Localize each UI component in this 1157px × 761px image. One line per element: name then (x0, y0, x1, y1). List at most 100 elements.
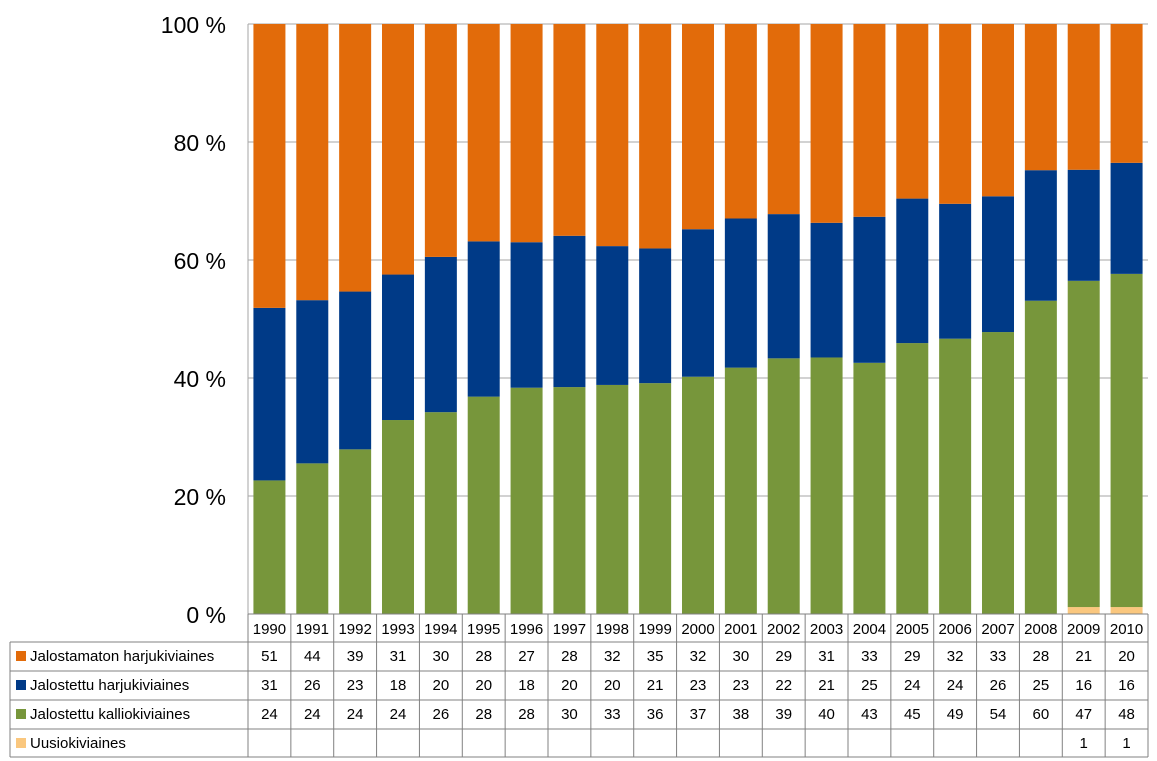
bar-segment-1994-s2 (424, 412, 457, 614)
table-cell-value: 40 (818, 706, 835, 723)
bar-segment-1991-s0 (296, 24, 329, 301)
series-label: Jalostettu harjukiviaines (30, 677, 189, 694)
bar-segment-2000-s1 (682, 229, 714, 377)
table-cell-value: 21 (647, 677, 664, 694)
table-cell-value: 30 (733, 648, 750, 665)
table-cell-value: 39 (775, 706, 792, 723)
table-cell-value: 20 (604, 677, 621, 694)
table-cell-value: 24 (304, 706, 321, 723)
bar-segment-1997-s2 (553, 387, 586, 614)
bar-segment-1992-s2 (339, 449, 372, 614)
bar-segment-1993-s0 (382, 24, 414, 275)
bar-segment-2009-s0 (1067, 24, 1100, 170)
bar-segment-1997-s0 (553, 24, 586, 236)
table-cell-value: 48 (1118, 706, 1135, 723)
bar-segment-2006-s2 (939, 338, 972, 614)
table-cell-value: 39 (347, 648, 364, 665)
data-table: 1990 1991 1992 1993 1994 1995 1996 1997 1998 1999… (9, 613, 1149, 758)
table-cell-value: 32 (604, 648, 621, 665)
table-cell-value: 26 (433, 706, 450, 723)
bar-segment-2000-s2 (682, 376, 714, 614)
table-cell-value: 1 (1122, 735, 1130, 752)
table-cell-value: 21 (818, 677, 835, 694)
bar-segment-1993-s2 (382, 420, 414, 614)
y-tick-label: 0 % (186, 602, 226, 628)
legend-swatch (16, 651, 26, 661)
bar-segment-2010-s2 (1110, 273, 1143, 608)
table-cell-value: 36 (647, 706, 664, 723)
y-tick-label: 100 % (161, 12, 226, 38)
bar-segment-1996-s0 (510, 24, 543, 243)
bar-segment-2009-s3 (1067, 607, 1100, 614)
bar-segment-2010-s3 (1110, 607, 1143, 614)
table-cell-value: 25 (861, 677, 878, 694)
year-label: 2008 (1024, 621, 1057, 638)
table-cell-value: 1 (1080, 735, 1088, 752)
bar-segment-1994-s1 (424, 256, 457, 413)
table-cell-value: 24 (390, 706, 407, 723)
bar-segment-2001-s2 (724, 367, 757, 614)
bar-segment-1999-s2 (639, 383, 672, 614)
table-cell-value: 20 (561, 677, 578, 694)
year-label: 1995 (467, 621, 500, 638)
bar-segment-2008-s0 (1024, 24, 1057, 171)
bar-segment-1995-s1 (467, 241, 500, 397)
year-label: 1991 (296, 621, 329, 638)
table-cell-value: 20 (433, 677, 450, 694)
table-cell-value: 31 (390, 648, 407, 665)
legend-swatch (16, 738, 26, 748)
bar-segment-1998-s2 (596, 384, 629, 614)
table-cell-value: 27 (518, 648, 535, 665)
table-cell-value: 31 (261, 677, 278, 694)
table-cell-value: 32 (690, 648, 707, 665)
table-cell-value: 45 (904, 706, 921, 723)
bar-segment-1990-s0 (253, 24, 286, 308)
table-cell-value: 28 (1033, 648, 1050, 665)
y-tick-label: 20 % (174, 484, 226, 510)
year-label: 1994 (424, 621, 457, 638)
bar-segment-1999-s1 (639, 248, 672, 384)
bar-segment-2005-s1 (896, 198, 929, 344)
year-label: 1998 (596, 621, 629, 638)
year-label: 2000 (681, 621, 714, 638)
year-label: 1990 (253, 621, 286, 638)
table-cell-value: 29 (904, 648, 921, 665)
y-tick-label: 60 % (174, 248, 226, 274)
table-cell-value: 51 (261, 648, 278, 665)
year-label: 2005 (896, 621, 929, 638)
bar-segment-2002-s1 (767, 214, 800, 359)
table-cell-value: 33 (604, 706, 621, 723)
bars (253, 24, 1143, 614)
table-cell-value: 28 (475, 706, 492, 723)
table-cell-value: 32 (947, 648, 964, 665)
table-cell-value: 18 (390, 677, 407, 694)
y-tick-label: 40 % (174, 366, 226, 392)
table-cell-value: 18 (518, 677, 535, 694)
table-cell-value: 35 (647, 648, 664, 665)
table-cell-value: 20 (475, 677, 492, 694)
bar-segment-2006-s1 (939, 203, 972, 339)
series-label: Jalostamaton harjukiviaines (30, 648, 214, 665)
year-label: 2007 (981, 621, 1014, 638)
table-cell-value: 38 (733, 706, 750, 723)
bar-segment-2009-s1 (1067, 169, 1100, 281)
table-cell-value: 24 (347, 706, 364, 723)
table-cell-value: 28 (518, 706, 535, 723)
bar-segment-1996-s2 (510, 387, 543, 614)
year-label: 2002 (767, 621, 800, 638)
table-cell-value: 33 (861, 648, 878, 665)
bar-segment-2001-s1 (724, 218, 757, 368)
bar-segment-1997-s1 (553, 235, 586, 388)
table-cell-value: 16 (1075, 677, 1092, 694)
bar-segment-1998-s1 (596, 246, 629, 385)
bar-segment-2010-s1 (1110, 162, 1143, 274)
y-tick-label: 80 % (174, 130, 226, 156)
bar-segment-1990-s2 (253, 480, 286, 614)
table-cell-value: 26 (304, 677, 321, 694)
year-label: 2003 (810, 621, 843, 638)
bar-segment-2004-s1 (853, 216, 886, 363)
table-cell-value: 54 (990, 706, 1007, 723)
table-cell-value: 49 (947, 706, 964, 723)
bar-segment-2005-s2 (896, 343, 929, 614)
year-label: 2006 (938, 621, 971, 638)
